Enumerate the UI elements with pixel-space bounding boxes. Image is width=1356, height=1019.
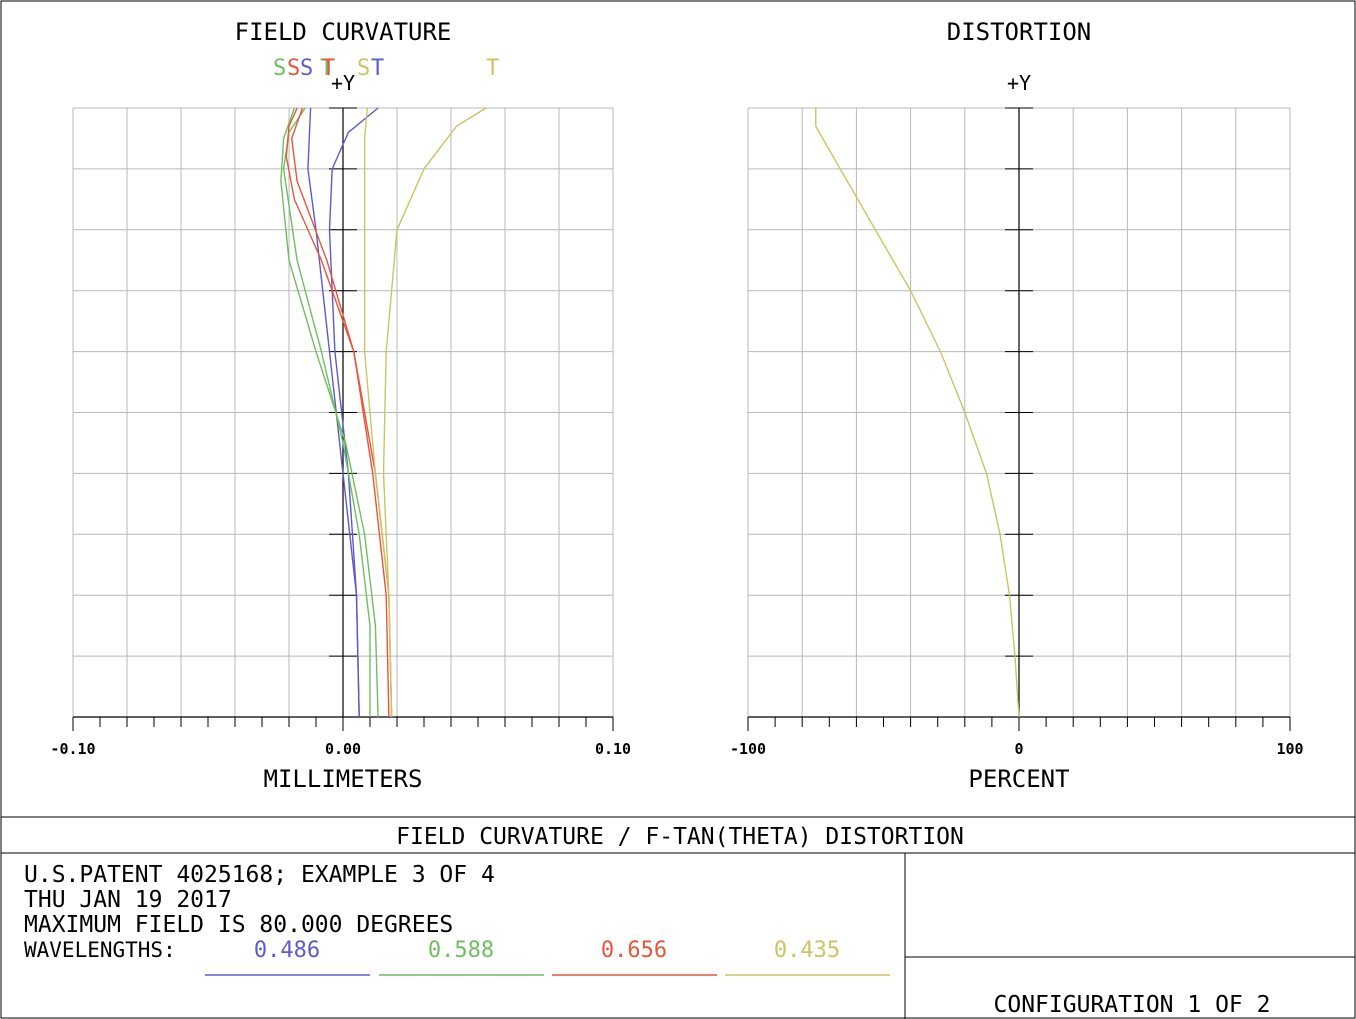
legend-label: S: [357, 56, 370, 81]
x-axis-label: PERCENT: [968, 765, 1069, 793]
wavelength-value: 0.588: [428, 938, 494, 963]
x-tick-label: 0.10: [595, 740, 631, 758]
series-line: [307, 107, 360, 718]
x-axis-label: MILLIMETERS: [264, 765, 423, 793]
wavelength-value: 0.656: [601, 938, 667, 963]
wavelength-value: 0.435: [774, 938, 840, 963]
info-line-patent: U.S.PATENT 4025168; EXAMPLE 3 OF 4: [24, 862, 495, 888]
legend-label: T: [371, 56, 384, 81]
y-axis-label: +Y: [331, 71, 355, 95]
info-line-date: THU JAN 19 2017: [24, 887, 232, 913]
legend-label: T: [486, 56, 499, 81]
y-axis-label: +Y: [1007, 71, 1031, 95]
x-tick-label: 100: [1276, 740, 1303, 758]
series-line: [280, 107, 379, 718]
wavelength-list: 0.486 0.588 0.656 0.435: [205, 938, 890, 976]
info-line-field: MAXIMUM FIELD IS 80.000 DEGREES: [24, 912, 453, 938]
legend-label: S: [300, 56, 313, 81]
series-line: [815, 108, 1020, 718]
x-tick-label: 0.00: [325, 740, 361, 758]
series-line: [382, 107, 487, 718]
series-line: [290, 107, 390, 718]
chart-title: DISTORTION: [947, 18, 1092, 46]
x-tick-label: 0: [1014, 740, 1023, 758]
legend-label: T: [320, 56, 333, 81]
chart-title: FIELD CURVATURE: [235, 18, 452, 46]
footer-title: FIELD CURVATURE / F-TAN(THETA) DISTORTIO…: [396, 824, 964, 850]
wavelength-value: 0.486: [254, 938, 320, 963]
x-tick-label: -0.10: [50, 740, 95, 758]
legend-label: S: [273, 56, 286, 81]
configuration-label: CONFIGURATION 1 OF 2: [994, 992, 1271, 1018]
field-curvature-chart: FIELD CURVATURE +Y MILLIMETERS -0.10 0.00 0.1…: [50, 18, 631, 793]
wavelengths-label: WAVELENGTHS:: [24, 938, 176, 962]
distortion-chart: DISTORTION +Y PERCENT -100 0 100: [730, 18, 1304, 793]
legend-label: T: [322, 56, 335, 81]
x-tick-label: -100: [730, 740, 766, 758]
legend-label: S: [287, 56, 300, 81]
